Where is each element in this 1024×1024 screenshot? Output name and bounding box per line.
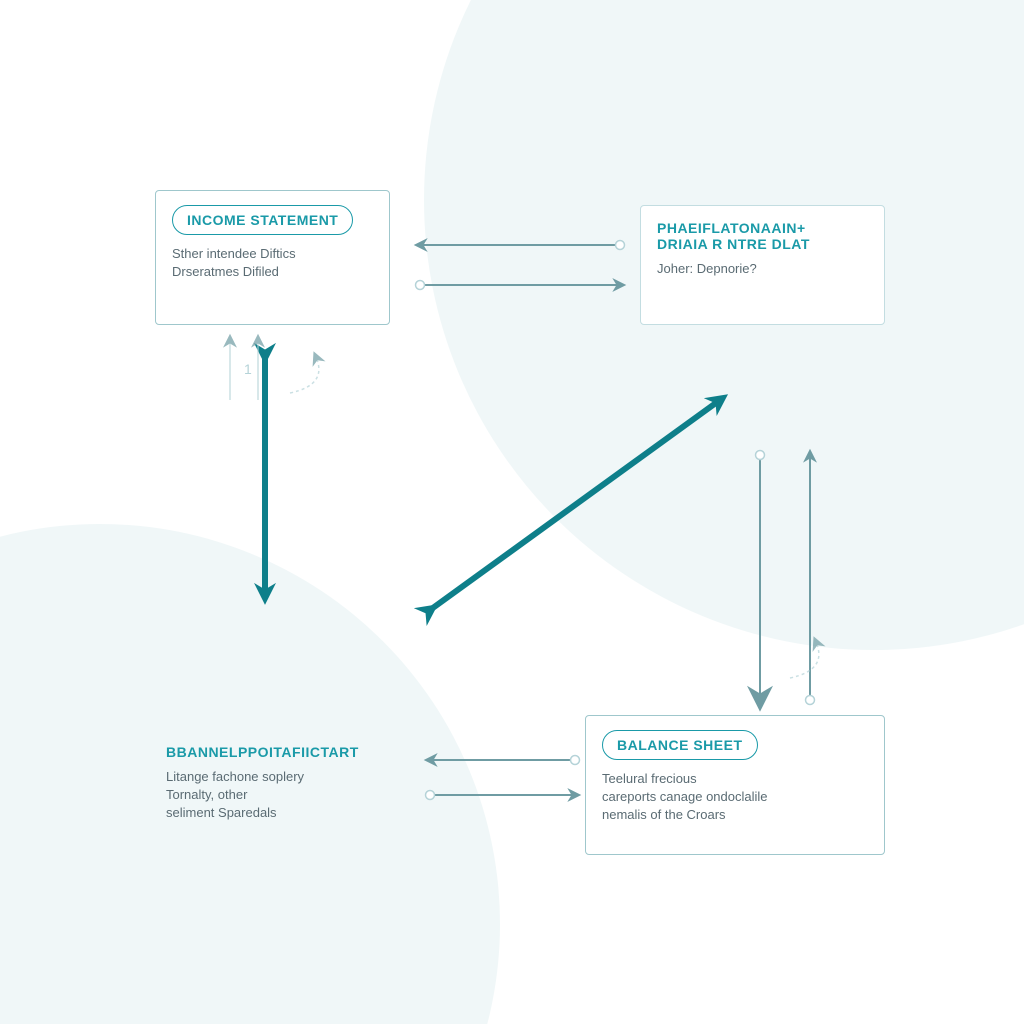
node-bottom-left: BBANNELPPOITAFIICTART Litange fachone so… — [150, 730, 415, 850]
desc-line: Tornalty, other — [166, 786, 399, 804]
desc-line: Teelural frecious — [602, 770, 868, 788]
arrow-tail-dot — [416, 281, 425, 290]
node-title-income-statement: INCOME STATEMENT — [172, 205, 353, 235]
node-desc: Litange fachone soplery Tornalty, other … — [166, 768, 399, 823]
node-top-right: PHAEIFLATONAAIN+ DRIAIA R NTRE DLAT Johe… — [640, 205, 885, 325]
desc-line: Sther intendee Diftics — [172, 245, 373, 263]
arrow-tail-dot — [571, 756, 580, 765]
arrow-tail-dot — [616, 241, 625, 250]
desc-line: Drseratmes Difiled — [172, 263, 373, 281]
decorative-label: 1 — [244, 361, 252, 377]
desc-line: Litange fachone soplery — [166, 768, 399, 786]
desc-line: careports canage ondoclalile — [602, 788, 868, 806]
arrow-tail-dot — [806, 696, 815, 705]
arrow-layer: 1 — [0, 0, 1024, 1024]
node-desc: Joher: Depnorie? — [657, 260, 868, 278]
decorative-curve — [790, 642, 819, 678]
diagram-canvas: INCOME STATEMENT Sther intendee Diftics … — [0, 0, 1024, 1024]
title-line: PHAEIFLATONAAIN+ — [657, 220, 868, 236]
arrow-tail-dot — [756, 451, 765, 460]
node-balance-sheet: BALANCE SHEET Teelural frecious careport… — [585, 715, 885, 855]
title-line: DRIAIA R NTRE DLAT — [657, 236, 868, 252]
desc-line: nemalis of the Croars — [602, 806, 868, 824]
node-title-top-right: PHAEIFLATONAAIN+ DRIAIA R NTRE DLAT — [657, 220, 868, 252]
node-title-balance-sheet: BALANCE SHEET — [602, 730, 758, 760]
node-desc: Teelural frecious careports canage ondoc… — [602, 770, 868, 825]
node-income-statement: INCOME STATEMENT Sther intendee Diftics … — [155, 190, 390, 325]
desc-line: seliment Sparedals — [166, 804, 399, 822]
node-title-bottom-left: BBANNELPPOITAFIICTART — [166, 744, 399, 760]
arrow-diagonal — [430, 400, 720, 610]
desc-line: Joher: Depnorie? — [657, 260, 868, 278]
decorative-curve — [290, 357, 319, 393]
node-desc: Sther intendee Diftics Drseratmes Difile… — [172, 245, 373, 281]
arrow-tail-dot — [426, 791, 435, 800]
